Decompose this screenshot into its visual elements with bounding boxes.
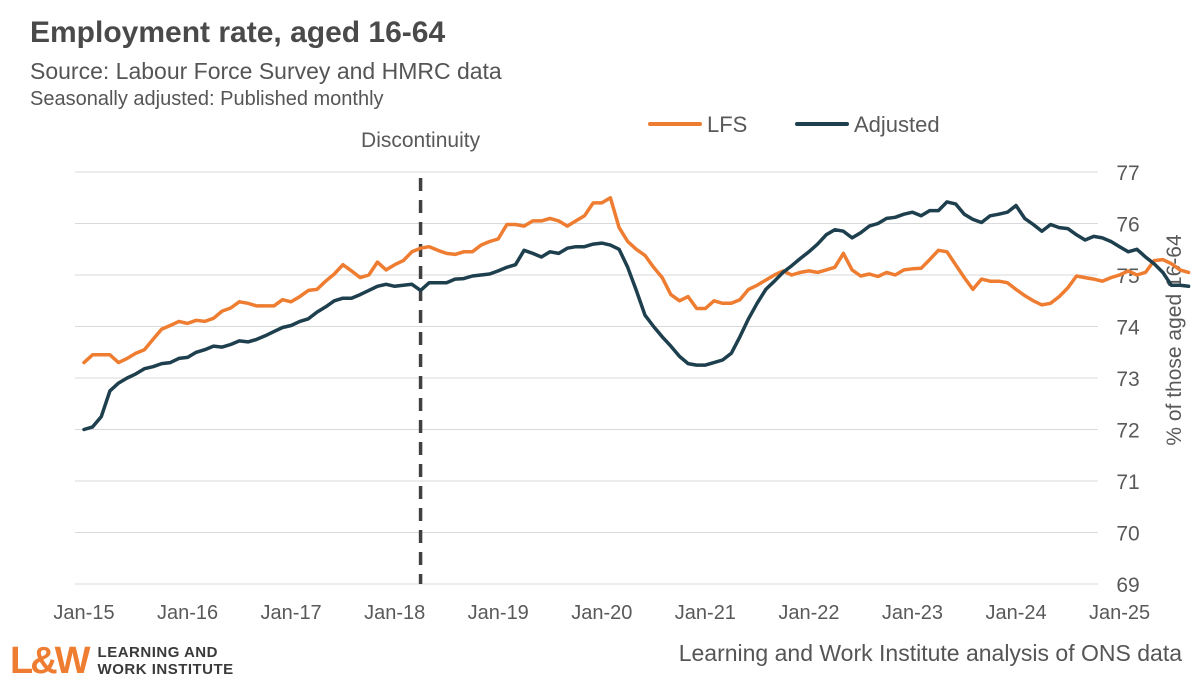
logo-text: LEARNING AND WORK INSTITUTE xyxy=(98,644,234,678)
y-tick-label-77: 77 xyxy=(1116,162,1139,185)
y-tick-label-75: 75 xyxy=(1116,265,1139,288)
x-tick-label-jan-20: Jan-20 xyxy=(571,602,632,624)
source-note: Learning and Work Institute analysis of … xyxy=(678,640,1182,666)
series xyxy=(82,196,1191,432)
x-tick-label-jan-16: Jan-16 xyxy=(157,602,218,624)
x-tick-label-jan-17: Jan-17 xyxy=(261,602,322,624)
x-tick-label-jan-19: Jan-19 xyxy=(468,602,529,624)
x-tick-label-jan-22: Jan-22 xyxy=(778,602,839,624)
series-line-lfs xyxy=(82,196,1191,365)
legend-label-adjusted: Adjusted xyxy=(854,112,940,137)
y-tick-label-73: 73 xyxy=(1116,368,1139,391)
y-tick-label-76: 76 xyxy=(1116,214,1139,237)
chart-subtitle-frequency: Seasonally adjusted: Published monthly xyxy=(30,88,384,110)
logo-mark: L&W xyxy=(10,640,91,682)
lw-logo: L&W LEARNING AND WORK INSTITUTE xyxy=(10,642,234,680)
chart-subtitle: Source: Labour Force Survey and HMRC dat… xyxy=(30,58,502,84)
x-tick-label-jan-21: Jan-21 xyxy=(675,602,736,624)
x-tick-label-jan-23: Jan-23 xyxy=(882,602,943,624)
logo-text-line1: LEARNING AND xyxy=(97,644,218,661)
legend-label-lfs: LFS xyxy=(707,112,747,137)
series-line-adjusted xyxy=(82,200,1191,432)
y-tick-label-72: 72 xyxy=(1116,420,1139,443)
discontinuity-label: Discontinuity xyxy=(361,129,481,152)
logo-text-line2: WORK INSTITUTE xyxy=(97,661,234,678)
y-tick-label-70: 70 xyxy=(1116,523,1139,546)
y-tick-label-74: 74 xyxy=(1116,317,1140,340)
y-tick-label-69: 69 xyxy=(1116,574,1139,597)
x-tick-label-jan-25: Jan-25 xyxy=(1089,602,1150,624)
x-tick-label-jan-15: Jan-15 xyxy=(53,602,114,624)
gridlines xyxy=(75,171,1098,585)
y-tick-label-71: 71 xyxy=(1116,471,1139,494)
x-tick-label-jan-24: Jan-24 xyxy=(985,602,1046,624)
x-tick-label-jan-18: Jan-18 xyxy=(364,602,425,624)
chart-title: Employment rate, aged 16-64 xyxy=(30,16,446,49)
annotations: Discontinuity xyxy=(361,129,481,584)
legend: LFS Adjusted xyxy=(648,112,940,137)
